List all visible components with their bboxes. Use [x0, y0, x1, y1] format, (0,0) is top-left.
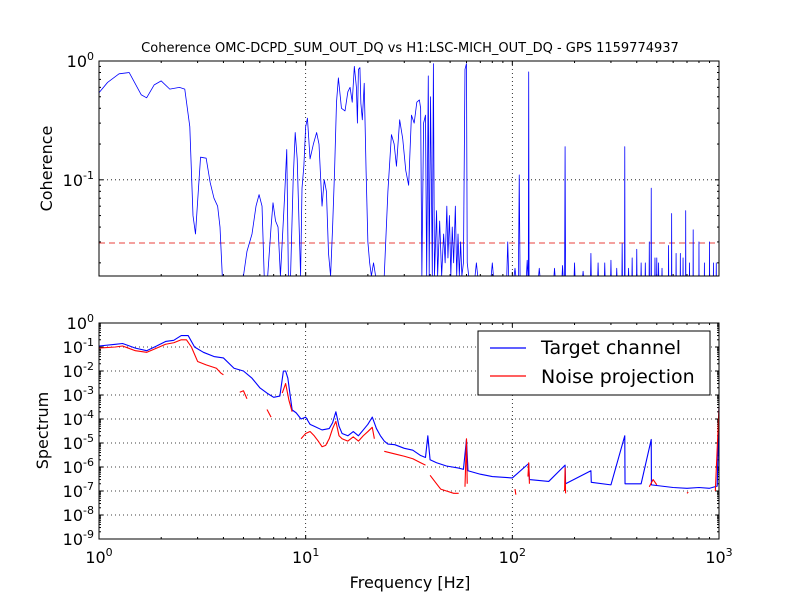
noise-projection-line — [648, 479, 658, 488]
noise-projection-line — [514, 489, 517, 495]
legend-noise-label: Noise projection — [541, 366, 695, 388]
noise-projection-line — [98, 339, 224, 376]
spectrum-x-label: Frequency [Hz] — [350, 573, 471, 592]
spectrum-frame — [98, 322, 720, 540]
noise-projection-line — [527, 462, 530, 484]
chart-title: Coherence OMC-DCPD_SUM_OUT_DQ vs H1:LSC-… — [141, 41, 679, 56]
noise-projection-line — [300, 420, 375, 448]
noise-projection-line — [464, 438, 468, 487]
target-channel-line — [98, 335, 720, 489]
coherence-frame — [98, 60, 720, 277]
noise-projection-line — [281, 383, 293, 412]
noise-projection-line — [714, 407, 720, 492]
legend-target-label: Target channel — [540, 337, 681, 359]
noise-projection-line — [429, 474, 459, 494]
coherence-y-label: Coherence — [37, 126, 56, 212]
legend-box — [477, 330, 711, 396]
spectrum-y-label: Spectrum — [33, 392, 52, 470]
noise-projection-line — [686, 491, 689, 494]
noise-projection-line — [384, 450, 426, 466]
noise-projection-line — [239, 390, 248, 399]
legend: Target channel Noise projection — [477, 330, 711, 396]
noise-projection-line — [564, 467, 567, 494]
coherence-grid — [99, 61, 719, 276]
noise-projection-line — [266, 409, 272, 418]
spectrum-series — [98, 335, 720, 495]
